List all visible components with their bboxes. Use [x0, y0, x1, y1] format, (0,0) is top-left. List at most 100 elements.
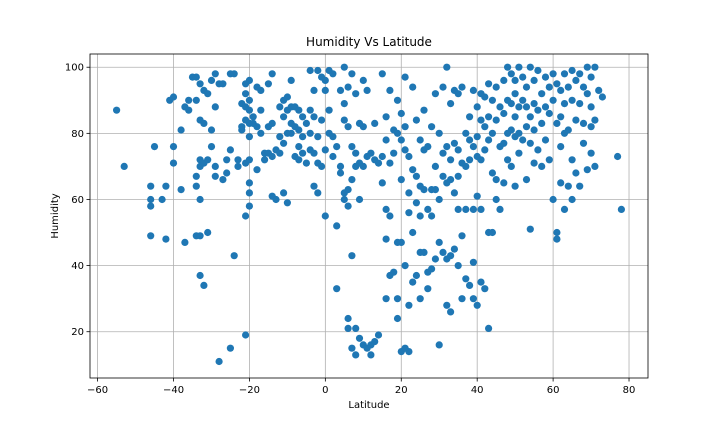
- data-point: [113, 106, 121, 114]
- data-point: [310, 86, 318, 94]
- data-point: [374, 159, 383, 167]
- data-point: [515, 103, 523, 111]
- data-point: [576, 70, 584, 78]
- data-point: [553, 228, 561, 237]
- data-point: [481, 123, 489, 131]
- data-point: [469, 295, 477, 303]
- data-point: [496, 103, 504, 111]
- x-tick-label: 0: [322, 385, 328, 396]
- data-point: [283, 199, 291, 207]
- data-point: [412, 172, 420, 180]
- data-point: [382, 205, 390, 213]
- data-point: [352, 351, 360, 359]
- data-point: [397, 109, 405, 118]
- data-point: [560, 100, 569, 108]
- data-point: [568, 66, 576, 75]
- data-point: [447, 176, 455, 184]
- data-point: [382, 295, 390, 303]
- data-point: [538, 119, 546, 127]
- data-point: [295, 126, 303, 134]
- data-point: [344, 123, 352, 131]
- data-point: [492, 176, 500, 184]
- y-tick-label: 60: [71, 195, 84, 206]
- data-point: [492, 83, 500, 91]
- data-point: [245, 133, 253, 141]
- data-point: [439, 83, 447, 91]
- data-point: [466, 156, 474, 164]
- y-tick-label: 100: [65, 63, 84, 74]
- data-point: [469, 143, 477, 151]
- data-point: [264, 80, 272, 88]
- data-point: [595, 86, 603, 94]
- data-point: [538, 90, 546, 98]
- data-point: [447, 156, 455, 164]
- data-point: [477, 156, 485, 164]
- data-point: [492, 116, 500, 124]
- data-point: [393, 96, 402, 104]
- data-point: [359, 162, 367, 170]
- data-point: [219, 176, 227, 184]
- data-point: [420, 248, 428, 256]
- data-point: [245, 179, 253, 187]
- data-point: [412, 199, 420, 207]
- data-point: [397, 176, 405, 184]
- data-point: [348, 176, 356, 184]
- data-point: [352, 324, 360, 332]
- data-point: [431, 186, 439, 194]
- data-point: [261, 156, 269, 164]
- data-point: [511, 113, 519, 121]
- data-point: [340, 63, 348, 71]
- data-point: [515, 63, 523, 71]
- data-point: [378, 179, 386, 187]
- data-point: [344, 202, 352, 210]
- data-point: [272, 195, 280, 204]
- data-point: [576, 100, 584, 108]
- data-point: [185, 106, 193, 114]
- data-point: [412, 116, 420, 124]
- data-point: [245, 189, 253, 197]
- data-point: [568, 96, 576, 104]
- data-point: [462, 205, 470, 213]
- data-point: [617, 205, 626, 213]
- data-point: [466, 113, 474, 121]
- data-point: [450, 189, 458, 197]
- data-point: [333, 222, 341, 230]
- x-tick-label: −20: [239, 385, 260, 396]
- data-point: [409, 278, 417, 286]
- data-point: [507, 162, 515, 170]
- x-tick-label: 40: [471, 385, 484, 396]
- data-point: [340, 116, 348, 124]
- data-point: [253, 166, 261, 174]
- data-point: [560, 205, 569, 213]
- data-point: [352, 149, 360, 157]
- data-point: [458, 295, 466, 303]
- data-point: [314, 189, 322, 197]
- data-point: [576, 182, 584, 190]
- data-point: [147, 232, 155, 240]
- data-point: [386, 159, 394, 167]
- data-point: [280, 139, 288, 147]
- data-point: [344, 186, 352, 194]
- data-point: [416, 212, 424, 220]
- data-point: [276, 149, 284, 157]
- data-point: [306, 129, 314, 137]
- data-point: [245, 202, 253, 210]
- data-point: [515, 149, 523, 157]
- data-point: [302, 159, 310, 167]
- data-point: [416, 295, 424, 303]
- data-point: [564, 83, 572, 91]
- data-point: [428, 265, 436, 273]
- data-point: [469, 86, 477, 94]
- data-point: [150, 143, 159, 151]
- data-point: [333, 285, 341, 293]
- data-point: [283, 93, 291, 101]
- data-point: [583, 63, 591, 71]
- data-point: [447, 308, 455, 316]
- data-point: [568, 156, 576, 164]
- data-point: [390, 268, 398, 276]
- data-point: [526, 113, 534, 121]
- data-point: [147, 195, 155, 204]
- data-point: [485, 113, 493, 121]
- data-point: [458, 83, 466, 91]
